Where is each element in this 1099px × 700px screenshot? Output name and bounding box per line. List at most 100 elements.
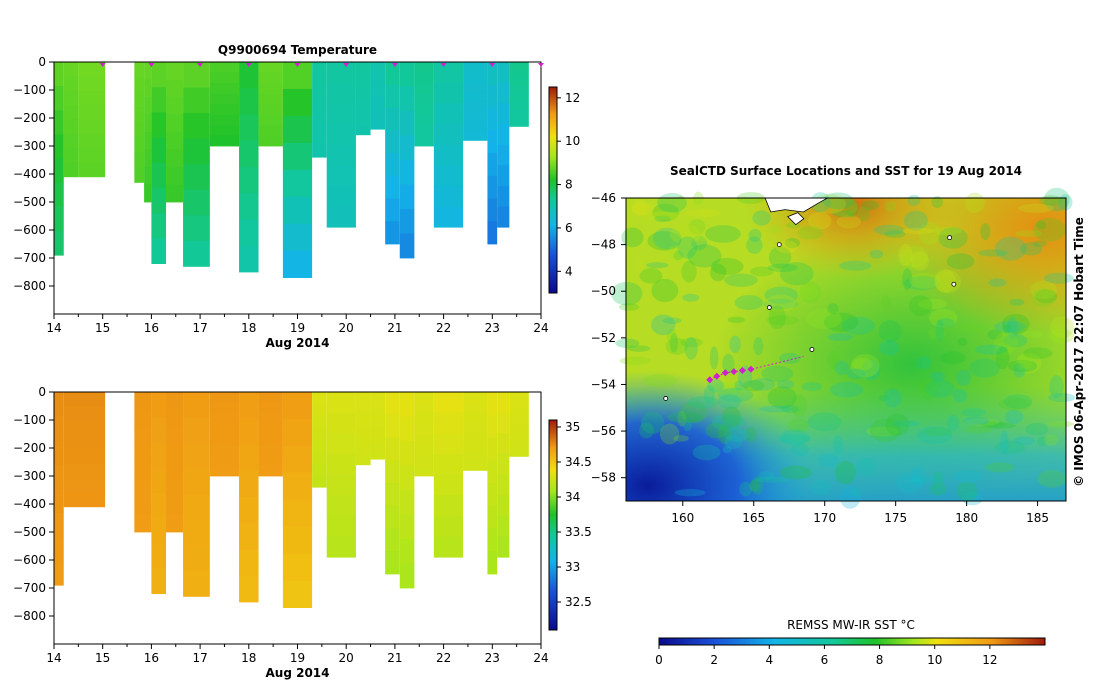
profile-cell: [414, 62, 434, 73]
profile-cell: [209, 93, 240, 105]
sst-texture: [963, 416, 990, 425]
sst-texture: [910, 251, 929, 271]
profile-cell: [166, 79, 184, 98]
sst-texture: [1039, 195, 1063, 206]
profile-cell: [399, 184, 415, 210]
sst-texture: [619, 356, 652, 366]
profile-cell: [134, 514, 152, 533]
profile-cell: [144, 149, 152, 168]
sst-texture: [1003, 394, 1033, 409]
profile-cell: [209, 72, 240, 84]
sst-texture: [981, 421, 1006, 428]
sst-texture: [928, 327, 945, 340]
profile-cell: [414, 465, 434, 477]
profile-cell: [487, 528, 498, 552]
x-tick-label: 14: [46, 651, 61, 665]
profile-cell: [134, 62, 145, 78]
profile-cell: [433, 103, 464, 125]
sst-texture: [902, 268, 913, 291]
sst-texture: [918, 221, 941, 245]
profile-cell: [399, 62, 415, 87]
sst-texture: [892, 420, 921, 427]
sst-texture: [1031, 288, 1056, 308]
sst-texture: [717, 394, 742, 409]
profile-cell: [239, 392, 259, 419]
profile-cell: [463, 130, 488, 141]
profile-cell: [399, 111, 415, 136]
profile-cell: [463, 450, 488, 461]
profile-cell: [509, 440, 529, 449]
profile-cell: [487, 505, 498, 529]
sst-texture: [748, 228, 762, 243]
sst-texture: [761, 365, 794, 382]
sst-texture: [797, 285, 818, 301]
profile-cell: [209, 83, 240, 94]
profile-cell: [134, 152, 145, 168]
sst-texture: [1022, 347, 1053, 359]
profile-cell: [209, 392, 240, 403]
sst-colorbar-tick-label: 2: [710, 653, 718, 667]
profile-cell: [258, 104, 283, 115]
sst-texture: [978, 249, 1008, 257]
profile-cell: [385, 175, 400, 199]
y-tick-label: −600: [13, 553, 46, 567]
profile-cell: [134, 107, 145, 123]
profile-cell: [63, 133, 79, 149]
profile-cell: [433, 185, 464, 207]
profile-cell: [63, 162, 79, 178]
surface-marker: [197, 63, 204, 67]
profile-cell: [370, 78, 386, 88]
sst-texture: [1043, 434, 1059, 446]
profile-cell: [282, 115, 313, 144]
y-tick-label: −800: [13, 279, 46, 293]
sst-texture: [817, 453, 840, 468]
profile-cell: [166, 132, 184, 150]
profile-cell: [326, 474, 356, 496]
profile-cell: [166, 62, 184, 80]
profile-cell: [497, 144, 510, 166]
profile-cell: [166, 479, 184, 498]
sst-texture: [1022, 330, 1043, 339]
sst-texture: [1015, 229, 1043, 238]
profile-cell: [282, 142, 313, 171]
profile-cell: [399, 465, 415, 491]
sst-texture: [946, 414, 959, 432]
x-tick-label: 21: [387, 321, 402, 335]
sst-texture: [758, 471, 775, 480]
profile-cell: [282, 196, 313, 225]
sst-texture: [829, 381, 864, 398]
profile-cell: [151, 137, 167, 164]
profile-cell: [166, 184, 184, 203]
sst-texture: [722, 353, 735, 374]
profile-cell: [433, 392, 464, 414]
x-tick-label: 20: [339, 321, 354, 335]
sst-texture: [1018, 203, 1054, 213]
profile-cell: [326, 453, 356, 475]
profile-cell: [355, 62, 371, 72]
profile-cell: [166, 444, 184, 463]
sst-texture: [1007, 316, 1019, 340]
profile-cell: [385, 130, 400, 154]
profile-cell: [326, 185, 356, 207]
profile-cell: [497, 433, 510, 455]
profile-cell: [63, 119, 79, 135]
profile-cell: [487, 130, 498, 154]
surface-location-marker: [706, 376, 714, 384]
profile-cell: [134, 167, 145, 183]
y-tick-label: −600: [13, 223, 46, 237]
profile-cell: [239, 219, 259, 247]
sst-colorbar: [658, 637, 1046, 646]
profile-cell: [144, 167, 152, 185]
profile-cell: [54, 158, 64, 184]
profile-cell: [399, 135, 415, 161]
profile-cell: [487, 153, 498, 177]
profile-cell: [370, 104, 386, 113]
sst-texture: [1032, 217, 1067, 242]
sst-texture: [929, 483, 947, 496]
sst-texture: [883, 388, 902, 408]
sst-texture: [982, 422, 1017, 429]
profile-cell: [54, 134, 64, 159]
sst-texture: [805, 308, 842, 329]
sst-texture: [869, 249, 884, 259]
sst-texture: [938, 227, 968, 249]
